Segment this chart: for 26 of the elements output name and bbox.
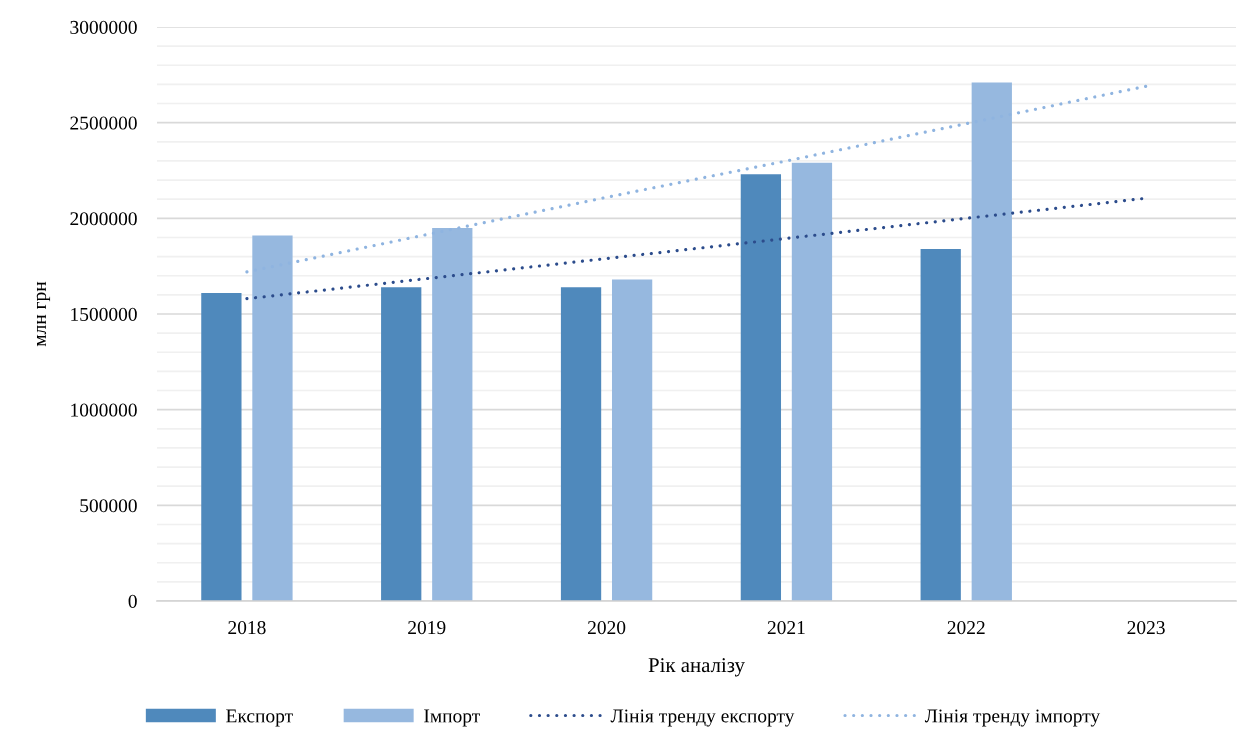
x-tick-label: 2023 bbox=[1127, 621, 1165, 635]
legend-label: Лінія тренду імпорту bbox=[924, 709, 1101, 727]
x-tick-label: 2018 bbox=[228, 621, 266, 635]
legend-label: Лінія тренду експорту bbox=[610, 709, 795, 727]
y-tick-label: 500000 bbox=[80, 499, 137, 513]
legend-label: Експорт bbox=[226, 709, 293, 727]
x-tick-label: 2020 bbox=[587, 621, 626, 635]
y-tick-label: 3000000 bbox=[70, 20, 137, 34]
y-tick-label: 1500000 bbox=[71, 307, 137, 321]
x-axis-title: Рік аналізу bbox=[648, 658, 745, 677]
bar bbox=[381, 287, 422, 601]
y-tick-label: 1000000 bbox=[71, 403, 137, 417]
y-axis-title: млн грн bbox=[36, 281, 51, 347]
bar bbox=[560, 287, 602, 601]
bar bbox=[611, 279, 653, 601]
x-tick-label: 2021 bbox=[767, 621, 805, 635]
bar bbox=[201, 292, 242, 601]
x-tick-label: 2019 bbox=[408, 621, 446, 635]
y-tick-label: 2000000 bbox=[70, 212, 137, 226]
bar bbox=[920, 248, 961, 601]
bar bbox=[791, 162, 833, 601]
y-tick-label: 0 bbox=[128, 594, 137, 608]
bar bbox=[740, 174, 782, 601]
x-tick-label: 2022 bbox=[947, 621, 985, 635]
legend-label: Імпорт bbox=[424, 709, 480, 727]
y-tick-label: 2500000 bbox=[70, 116, 137, 130]
